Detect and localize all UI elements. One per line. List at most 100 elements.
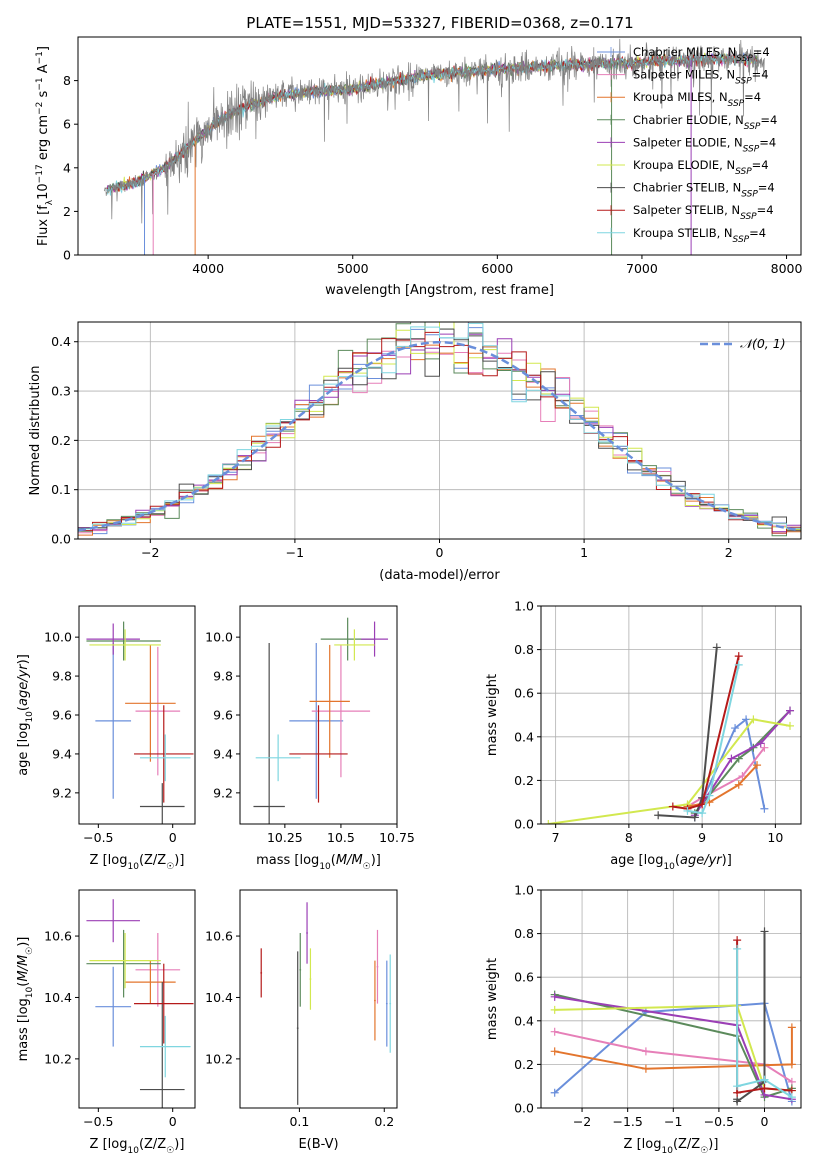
weight-marker <box>641 1047 650 1056</box>
x-tick-label: 0 <box>436 545 444 560</box>
weight-series <box>733 927 769 1106</box>
weight-series <box>654 643 721 822</box>
errorbar-point <box>334 629 375 661</box>
panel-mass-vs-EBV: 0.1 0.2 10.2 10.4 10.6 E(B-V) <box>205 889 398 1152</box>
legend-entry: Salpeter MILES, NSSP=4 <box>597 68 769 87</box>
panel-spectrum: 4000 5000 6000 7000 8000 0 2 4 6 8 Chabrier MILES,… <box>35 36 802 298</box>
y-tick-label: 9.6 <box>213 708 233 723</box>
errorbar-point <box>374 960 376 1041</box>
errorbar-point <box>255 734 301 782</box>
plot-area <box>550 927 796 1106</box>
legend-label: Chabrier ELODIE, NSSP=4 <box>633 113 777 132</box>
panel-age-vs-Z: −0.5 0 9.2 9.4 9.6 9.8 10.0 Z [log10(Z/Z☉)] age … <box>16 605 196 872</box>
weight-marker <box>550 1047 559 1056</box>
x-tick-label: 5000 <box>337 261 369 276</box>
weight-series-line <box>694 709 791 814</box>
x-axis-label: Z [log10(Z/Z☉)] <box>90 1137 185 1156</box>
errorbar-point <box>309 948 312 1010</box>
weight-marker <box>550 992 559 1001</box>
legend-label: Kroupa STELIB, NSSP=4 <box>633 226 766 245</box>
plot-area <box>253 617 389 824</box>
errorbar-point <box>289 642 344 799</box>
y-tick-label: 10.4 <box>205 990 233 1005</box>
x-tick-label: −1 <box>286 545 304 560</box>
y-tick-label: 0 <box>63 248 71 263</box>
errorbar-point <box>296 951 299 1105</box>
legend-entry: Chabrier ELODIE, NSSP=4 <box>597 113 777 132</box>
panel-weight-vs-Z: −2 −1.5 −1 −0.5 0 0.0 0.2 0.4 0.6 0.8 1.0 Z [log10(… <box>485 883 802 1156</box>
x-tick-label: 8 <box>625 830 633 845</box>
weight-marker <box>712 643 721 652</box>
weight-series-line <box>693 709 791 816</box>
y-tick-label: 0.2 <box>51 433 71 448</box>
x-tick-label: 0.2 <box>374 1114 394 1129</box>
y-axis-label: Normed distribution <box>28 366 43 496</box>
y-tick-label: 10.2 <box>205 1051 233 1066</box>
x-axis-label: Z [log10(Z/Z☉)] <box>624 1137 719 1156</box>
x-axis-label: mass [log10(M/M☉)] <box>256 853 381 872</box>
observed-spectrum-line <box>103 38 765 224</box>
errorbar-point <box>134 705 194 803</box>
y-tick-label: 10.4 <box>44 990 72 1005</box>
x-axis-label: (data-model)/error <box>379 568 500 583</box>
weight-series <box>550 1023 796 1073</box>
x-tick-label: 6000 <box>481 261 513 276</box>
legend-entry: Salpeter ELODIE, NSSP=4 <box>597 135 776 154</box>
panel-residuals: −2 −1 0 1 2 0.0 0.1 0.2 0.3 0.4 𝒩(0, 1) (data-model… <box>28 321 802 583</box>
x-tick-label: −2 <box>573 1114 591 1129</box>
weight-series <box>544 715 795 824</box>
weight-series-line <box>672 655 740 810</box>
errorbar-point <box>125 960 176 1004</box>
errorbar-point <box>95 966 132 1047</box>
errorbar-point <box>376 929 379 1004</box>
weight-marker <box>760 743 769 752</box>
errorbar-point <box>135 932 181 1007</box>
y-tick-label: 10.6 <box>205 929 233 944</box>
x-tick-label: −2 <box>141 545 159 560</box>
x-tick-label: 0 <box>761 1114 769 1129</box>
x-tick-label: 1 <box>580 545 588 560</box>
errorbar-point <box>86 621 161 661</box>
x-axis-label: wavelength [Angstrom, rest frame] <box>325 283 554 298</box>
x-tick-label: 7 <box>552 830 560 845</box>
weight-series-line <box>736 948 793 1098</box>
residual-histogram-step <box>78 328 801 532</box>
errorbar-point <box>139 734 191 782</box>
errorbar-point <box>89 629 161 661</box>
weight-marker <box>753 761 762 770</box>
residual-histogram-step <box>78 322 801 530</box>
x-tick-label: −1.5 <box>612 1114 642 1129</box>
y-tick-label: 0.4 <box>51 334 71 349</box>
legend-label: Chabrier STELIB, NSSP=4 <box>633 181 775 200</box>
weight-marker <box>760 1084 769 1093</box>
errorbar-point <box>311 644 371 778</box>
x-tick-label: 4000 <box>192 261 224 276</box>
x-tick-label: 10.5 <box>327 830 355 845</box>
panel-mass-vs-Z: −0.5 0 10.2 10.4 10.6 Z [log10(Z/Z☉)] mass [lo… <box>16 889 196 1156</box>
weight-marker <box>733 944 742 953</box>
weight-marker <box>733 1082 742 1091</box>
weight-series <box>683 660 743 818</box>
weight-series-line <box>686 747 766 808</box>
x-tick-label: 2 <box>725 545 733 560</box>
weight-marker <box>705 791 714 800</box>
y-tick-label: 0.0 <box>51 532 71 547</box>
y-tick-label: 0.6 <box>514 686 534 701</box>
weight-series-line <box>548 718 791 824</box>
weight-marker <box>787 1093 796 1102</box>
legend-label: Salpeter ELODIE, NSSP=4 <box>633 135 776 154</box>
weight-marker <box>544 820 553 824</box>
weight-series-line <box>554 993 793 1099</box>
y-tick-label: 4 <box>63 160 71 175</box>
y-tick-label: 9.4 <box>213 746 233 761</box>
weight-marker <box>734 660 743 669</box>
legend-entry: Kroupa ELODIE, NSSP=4 <box>597 158 769 177</box>
errorbar-point <box>86 623 140 655</box>
weight-marker <box>760 804 769 813</box>
weight-series-line <box>554 1030 793 1083</box>
errorbar-point <box>289 705 348 803</box>
weight-marker <box>734 780 743 789</box>
y-tick-label: 0.8 <box>514 642 534 657</box>
errorbar-point <box>389 954 392 1053</box>
